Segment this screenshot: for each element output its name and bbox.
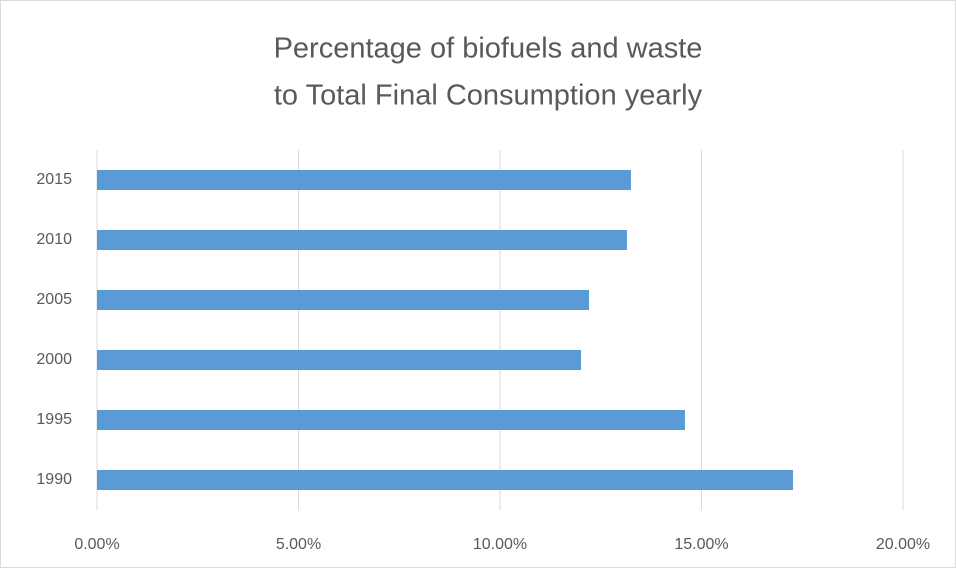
x-tick-label: 15.00% xyxy=(674,536,728,553)
bar xyxy=(97,410,685,430)
bar xyxy=(97,350,582,370)
x-tick-label: 0.00% xyxy=(74,536,119,553)
x-tick-label: 5.00% xyxy=(276,536,321,553)
bar xyxy=(97,470,793,490)
bar xyxy=(97,230,627,250)
x-tick-label: 20.00% xyxy=(876,536,930,553)
y-tick-label: 2015 xyxy=(36,171,72,188)
chart-title: to Total Final Consumption yearly xyxy=(274,80,703,112)
y-tick-label: 2005 xyxy=(36,291,72,308)
chart-title: Percentage of biofuels and waste xyxy=(274,33,703,65)
y-tick-label: 1990 xyxy=(36,471,72,488)
x-tick-label: 10.00% xyxy=(473,536,527,553)
bar xyxy=(97,170,631,190)
y-tick-label: 2010 xyxy=(36,231,72,248)
y-tick-label: 2000 xyxy=(36,351,72,368)
y-tick-label: 1995 xyxy=(36,411,72,428)
bar xyxy=(97,290,590,310)
